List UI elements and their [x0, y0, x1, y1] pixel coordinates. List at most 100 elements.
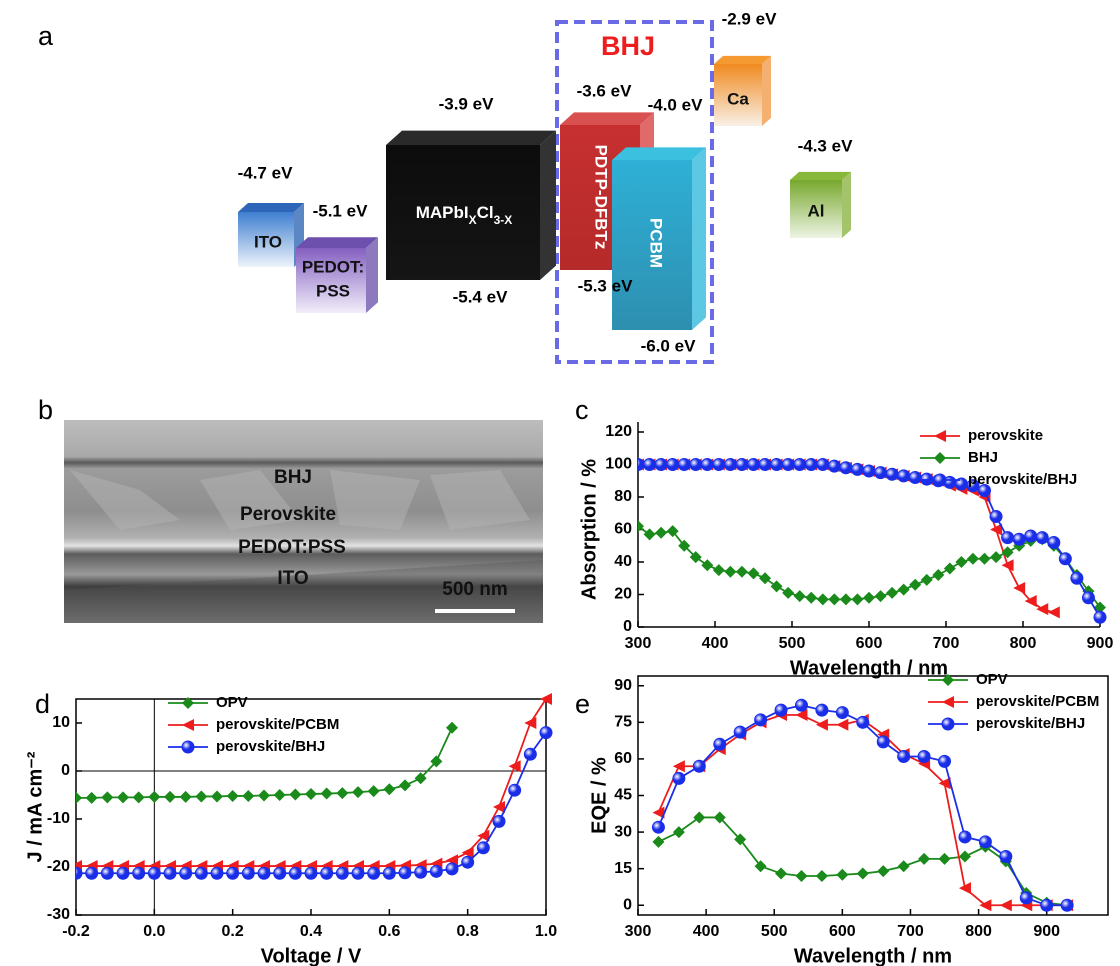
marker: [828, 460, 840, 472]
marker: [164, 867, 176, 879]
box-top: [238, 203, 304, 212]
x-tick-label: 0.8: [457, 923, 479, 940]
marker: [942, 696, 954, 708]
marker: [1036, 532, 1048, 544]
marker: [1000, 899, 1012, 911]
marker: [430, 865, 442, 877]
marker: [493, 815, 505, 827]
marker: [655, 527, 667, 539]
x-tick-label: 500: [761, 923, 788, 940]
x-tick-label: 700: [933, 635, 960, 652]
box-top: [560, 112, 654, 125]
marker: [632, 520, 644, 532]
marker: [886, 468, 898, 480]
energy-label: -4.7 eV: [238, 163, 293, 182]
marker: [652, 821, 664, 833]
marker: [736, 566, 748, 578]
marker: [693, 811, 705, 823]
sem-layer-label: Perovskite: [240, 504, 336, 525]
marker: [1013, 533, 1025, 545]
marker: [352, 786, 364, 798]
marker: [336, 867, 348, 879]
marker: [644, 459, 656, 471]
marker: [918, 750, 930, 762]
marker: [898, 584, 910, 596]
marker: [755, 714, 767, 726]
marker: [840, 593, 852, 605]
marker: [148, 791, 160, 803]
marker: [939, 853, 951, 865]
x-tick-label: 700: [897, 923, 924, 940]
marker: [909, 579, 921, 591]
energy-label: -5.4 eV: [453, 287, 508, 306]
x-tick-label: 0.4: [300, 923, 322, 940]
marker: [942, 718, 954, 730]
marker: [898, 860, 910, 872]
marker: [724, 459, 736, 471]
box-top: [612, 147, 706, 160]
marker: [258, 867, 270, 879]
marker: [1002, 559, 1014, 571]
marker: [180, 867, 192, 879]
marker: [446, 722, 458, 734]
marker: [816, 870, 828, 882]
marker: [305, 867, 317, 879]
chart: c300400500600700800900020406080100120Wav…: [575, 395, 1113, 679]
marker: [274, 789, 286, 801]
marker: [934, 452, 946, 464]
sem-image-panel: b BHJ Perovskite PEDOT:PSS ITO 500 nm: [38, 395, 543, 623]
box-side: [842, 172, 851, 238]
marker: [959, 850, 971, 862]
marker: [462, 856, 474, 868]
marker: [1071, 572, 1083, 584]
marker: [195, 790, 207, 802]
energy-label: -5.1 eV: [313, 201, 368, 220]
marker: [714, 738, 726, 750]
y-axis-title: EQE / %: [588, 757, 610, 834]
marker: [816, 704, 828, 716]
x-tick-label: 600: [856, 635, 883, 652]
marker: [70, 867, 82, 879]
legend-label: perovskite/BHJ: [968, 471, 1077, 488]
marker: [289, 789, 301, 801]
marker: [979, 553, 991, 565]
x-tick-label: 1.0: [535, 923, 557, 940]
y-tick-label: 10: [52, 714, 70, 731]
marker: [724, 566, 736, 578]
marker: [258, 789, 270, 801]
marker: [701, 459, 713, 471]
marker: [771, 459, 783, 471]
marker: [678, 459, 690, 471]
legend-label: BHJ: [968, 449, 998, 466]
x-tick-label: 900: [1087, 635, 1114, 652]
marker: [1002, 546, 1014, 558]
marker: [1025, 530, 1037, 542]
layer-label-part: X: [469, 213, 477, 227]
x-tick-label: 0.0: [143, 923, 165, 940]
marker: [713, 564, 725, 576]
marker: [182, 741, 194, 753]
box-side: [762, 56, 771, 126]
layer-label: PEDOT:: [302, 257, 364, 276]
marker: [934, 474, 946, 486]
marker: [86, 792, 98, 804]
marker: [446, 863, 458, 875]
marker: [782, 459, 794, 471]
marker: [990, 511, 1002, 523]
marker: [211, 867, 223, 879]
marker: [652, 836, 664, 848]
marker: [673, 760, 685, 772]
marker: [748, 459, 760, 471]
marker: [195, 867, 207, 879]
marker: [836, 869, 848, 881]
marker: [1013, 582, 1025, 594]
marker: [1020, 892, 1032, 904]
marker: [1048, 537, 1060, 549]
panel-label: e: [575, 689, 590, 719]
marker: [875, 467, 887, 479]
energy-label: -2.9 eV: [722, 9, 777, 28]
marker: [817, 593, 829, 605]
marker: [148, 867, 160, 879]
energy-label: -6.0 eV: [641, 336, 696, 355]
marker: [851, 593, 863, 605]
